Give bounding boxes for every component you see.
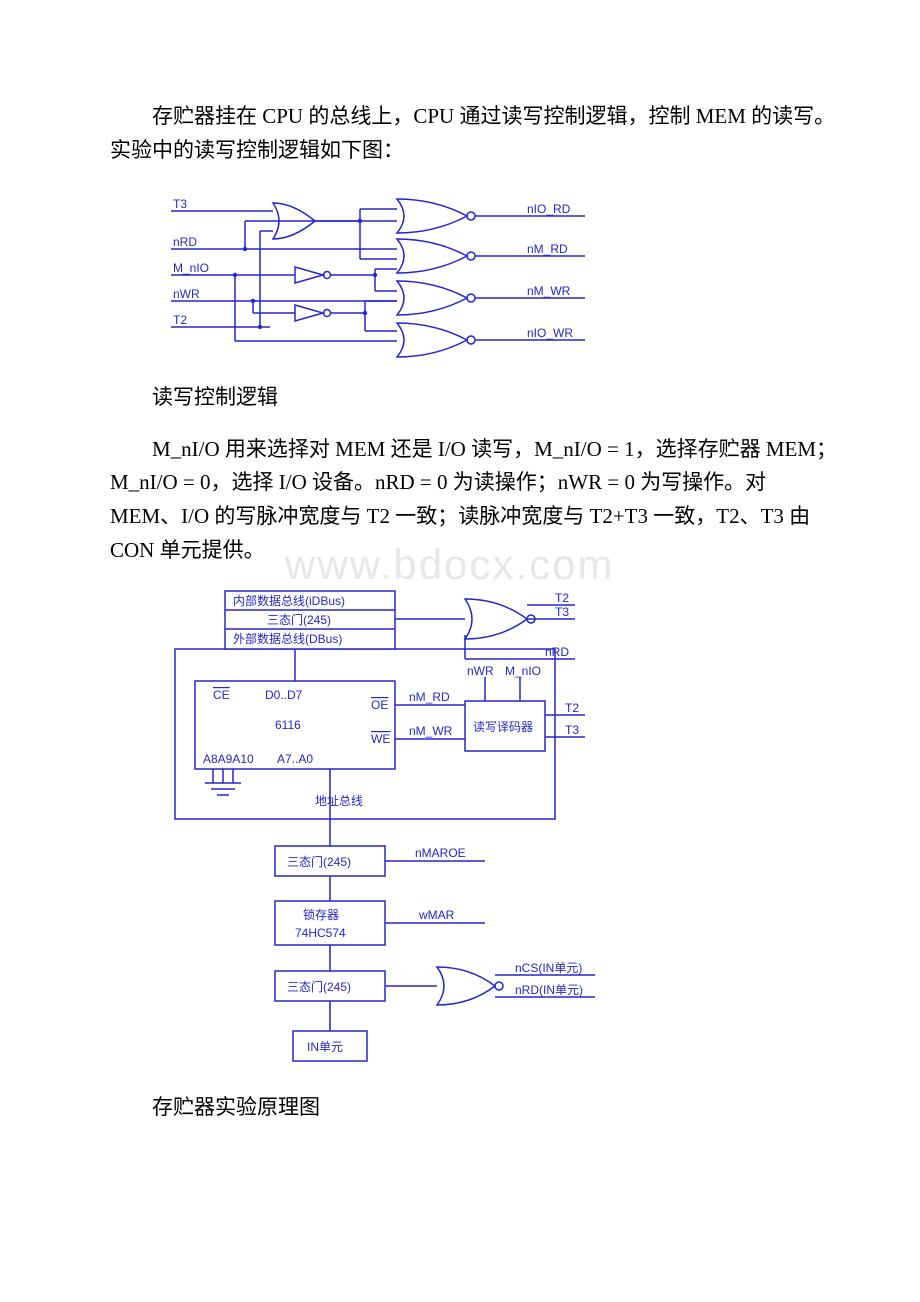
svg-text:6116: 6116 <box>275 718 301 732</box>
svg-text:T3: T3 <box>173 197 187 211</box>
svg-text:外部数据总线(DBus): 外部数据总线(DBus) <box>233 631 342 646</box>
svg-text:nM_RD: nM_RD <box>409 690 450 704</box>
svg-text:锁存器: 锁存器 <box>303 907 339 922</box>
paragraph-2: M_nI/O 用来选择对 MEM 还是 I/O 读写，M_nI/O = 1，选择… <box>110 433 840 567</box>
svg-text:T2: T2 <box>173 313 187 327</box>
svg-text:nMAROE: nMAROE <box>415 846 466 860</box>
svg-text:T3: T3 <box>555 605 569 619</box>
svg-text:A8A9A10: A8A9A10 <box>203 752 254 766</box>
svg-text:nCS(IN单元): nCS(IN单元) <box>515 961 582 975</box>
svg-text:地址总线: 地址总线 <box>315 794 363 808</box>
svg-text:T2: T2 <box>565 701 579 715</box>
svg-text:T3: T3 <box>565 723 579 737</box>
svg-text:IN单元: IN单元 <box>307 1040 343 1054</box>
svg-text:三态门(245): 三态门(245) <box>287 854 351 869</box>
figure-2-block: www.bdocx.com 内部数据总线(iDBus) 三态门(245) 外部数… <box>165 581 840 1081</box>
svg-text:三态门(245): 三态门(245) <box>287 979 351 994</box>
svg-text:nM_WR: nM_WR <box>527 284 571 298</box>
svg-text:nWR: nWR <box>467 664 494 678</box>
svg-text:nRD(IN单元): nRD(IN单元) <box>515 983 583 997</box>
svg-text:M_nIO: M_nIO <box>173 261 209 275</box>
svg-text:T2: T2 <box>555 591 569 605</box>
svg-text:nRD: nRD <box>545 645 569 659</box>
svg-text:nIO_RD: nIO_RD <box>527 202 571 216</box>
paragraph-1: 存贮器挂在 CPU 的总线上，CPU 通过读写控制逻辑，控制 MEM 的读写。实… <box>110 100 840 167</box>
svg-text:wMAR: wMAR <box>418 908 455 922</box>
logic-diagram-svg: T3 nRD M_nIO nWR T2 <box>165 181 605 371</box>
svg-text:三态门(245): 三态门(245) <box>267 612 331 627</box>
svg-text:M_nIO: M_nIO <box>505 664 541 678</box>
svg-text:OE: OE <box>371 698 388 712</box>
svg-text:nWR: nWR <box>173 287 200 301</box>
caption-1: 读写控制逻辑 <box>110 381 840 415</box>
block-diagram-svg: 内部数据总线(iDBus) 三态门(245) 外部数据总线(DBus) T2 T… <box>165 581 665 1081</box>
svg-text:读写译码器: 读写译码器 <box>473 720 533 734</box>
svg-text:nM_WR: nM_WR <box>409 724 453 738</box>
svg-text:nRD: nRD <box>173 235 197 249</box>
svg-text:A7..A0: A7..A0 <box>277 752 313 766</box>
svg-text:nM_RD: nM_RD <box>527 242 568 256</box>
svg-text:内部数据总线(iDBus): 内部数据总线(iDBus) <box>233 593 345 608</box>
svg-text:WE: WE <box>371 732 390 746</box>
svg-text:D0..D7: D0..D7 <box>265 688 303 702</box>
svg-text:CE: CE <box>213 688 230 702</box>
figure-1-logic: T3 nRD M_nIO nWR T2 <box>165 181 840 371</box>
svg-text:nIO_WR: nIO_WR <box>527 326 573 340</box>
svg-text:74HC574: 74HC574 <box>295 926 346 940</box>
caption-2: 存贮器实验原理图 <box>110 1091 840 1125</box>
